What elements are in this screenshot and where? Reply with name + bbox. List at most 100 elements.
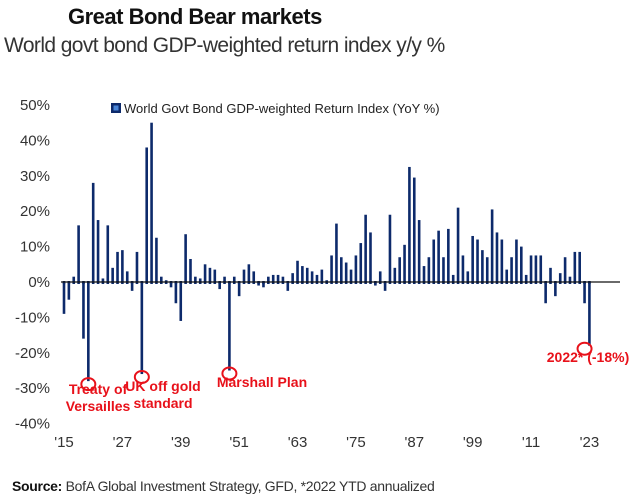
x-tick-label: '11 <box>522 434 540 451</box>
bar-1951 <box>237 282 241 297</box>
bar-1927 <box>121 250 124 282</box>
bar-2003 <box>490 209 494 282</box>
bar-2001 <box>481 250 484 282</box>
bar-1989 <box>422 266 426 282</box>
bar-1967 <box>315 274 319 282</box>
bar-chart: 50% 40% 30% 20% 10% 0% -10% -20% -30% -40% '15 '27… <box>15 97 629 451</box>
annotation-label: Treaty of <box>69 381 128 397</box>
y-tick-label: -20% <box>15 345 50 362</box>
bar-1995 <box>451 274 455 282</box>
x-tick-label: '99 <box>463 434 483 451</box>
y-axis: 50% 40% 30% 20% 10% 0% -10% -20% -30% -40% <box>15 97 50 433</box>
bar-2004 <box>495 232 499 282</box>
bar-2002 <box>485 257 489 282</box>
bar-1954 <box>252 271 256 282</box>
bar-1937 <box>169 282 173 288</box>
bar-2014 <box>544 282 547 304</box>
y-tick-label: 20% <box>20 203 50 220</box>
bar-1949 <box>228 282 231 371</box>
bar-1965 <box>305 267 309 282</box>
y-tick-label: 10% <box>20 239 50 256</box>
bar-1953 <box>247 264 251 282</box>
legend-label: World Govt Bond GDP-weighted Return Inde… <box>124 101 440 116</box>
bar-1990 <box>427 257 431 282</box>
bar-1938 <box>174 282 178 304</box>
bar-1952 <box>242 269 246 282</box>
bar-1947 <box>218 282 221 290</box>
bar-1970 <box>330 255 333 282</box>
bar-1991 <box>432 239 436 282</box>
bar-1915 <box>62 282 66 314</box>
y-tick-label: -40% <box>15 416 50 433</box>
bar-1980 <box>378 271 382 282</box>
bar-1984 <box>398 257 401 282</box>
bar-1973 <box>344 262 348 282</box>
bars <box>62 122 591 382</box>
annotation-label: Marshall Plan <box>217 374 307 390</box>
bar-1919 <box>82 282 85 339</box>
y-tick-label: 30% <box>20 168 50 185</box>
x-tick-label: '27 <box>113 434 133 451</box>
bar-1994 <box>447 228 450 282</box>
bar-1968 <box>320 269 324 282</box>
bar-1959 <box>276 274 280 282</box>
bar-1978 <box>369 232 372 282</box>
bar-1934 <box>155 237 158 282</box>
bar-1961 <box>286 282 290 291</box>
bar-1962 <box>291 273 294 282</box>
bar-1966 <box>310 271 314 282</box>
bar-1975 <box>354 255 358 282</box>
annotation-label: Versailles <box>66 398 131 414</box>
bar-1935 <box>160 276 163 282</box>
y-tick-label: 50% <box>20 97 50 114</box>
bar-1964 <box>301 266 304 282</box>
bar-1918 <box>77 225 80 282</box>
bar-1930 <box>135 251 139 282</box>
bar-1928 <box>125 271 129 282</box>
bar-1998 <box>466 271 470 282</box>
bar-2021 <box>578 251 581 282</box>
legend-swatch-inner <box>113 105 119 111</box>
bar-2008 <box>515 239 518 282</box>
annotation-circle <box>576 341 593 356</box>
x-tick-label: '39 <box>171 434 191 451</box>
bar-1924 <box>106 225 110 282</box>
y-tick-label: 40% <box>20 132 50 149</box>
annotation-label: standard <box>133 395 192 411</box>
bar-1929 <box>130 282 134 291</box>
bar-2010 <box>524 274 528 282</box>
bar-2012 <box>534 255 538 282</box>
x-tick-label: '63 <box>288 434 308 451</box>
chart-title: Great Bond Bear markets <box>68 4 322 29</box>
bar-1926 <box>116 251 119 282</box>
bar-1999 <box>471 235 474 282</box>
bar-1988 <box>417 220 421 282</box>
annotation-circle <box>80 377 97 392</box>
bar-1996 <box>456 207 460 282</box>
annotation-circle <box>133 370 150 385</box>
x-tick-label: '51 <box>229 434 249 451</box>
bar-2009 <box>520 246 523 282</box>
bar-1944 <box>203 264 207 282</box>
bar-2013 <box>539 255 543 282</box>
y-tick-label: -30% <box>15 380 50 397</box>
bar-1922 <box>96 220 100 282</box>
bar-2018 <box>563 257 567 282</box>
bar-1916 <box>67 282 71 300</box>
source-note: Source: BofA Global Investment Strategy,… <box>12 478 435 494</box>
x-tick-label: '87 <box>404 434 424 451</box>
source-text: BofA Global Investment Strategy, GFD, *2… <box>65 478 435 494</box>
bar-1923 <box>101 278 105 282</box>
bar-2005 <box>500 239 504 282</box>
annotation-circle <box>221 366 238 381</box>
bar-2016 <box>554 282 557 297</box>
bar-1963 <box>296 260 299 282</box>
source-label: Source: <box>12 478 63 494</box>
bar-1986 <box>408 166 411 282</box>
bar-1943 <box>198 278 202 282</box>
bar-1992 <box>437 230 440 282</box>
annotation-label: UK off gold <box>125 378 200 394</box>
bar-1997 <box>461 255 465 282</box>
bar-2023 <box>588 282 591 346</box>
bar-1948 <box>223 276 226 282</box>
